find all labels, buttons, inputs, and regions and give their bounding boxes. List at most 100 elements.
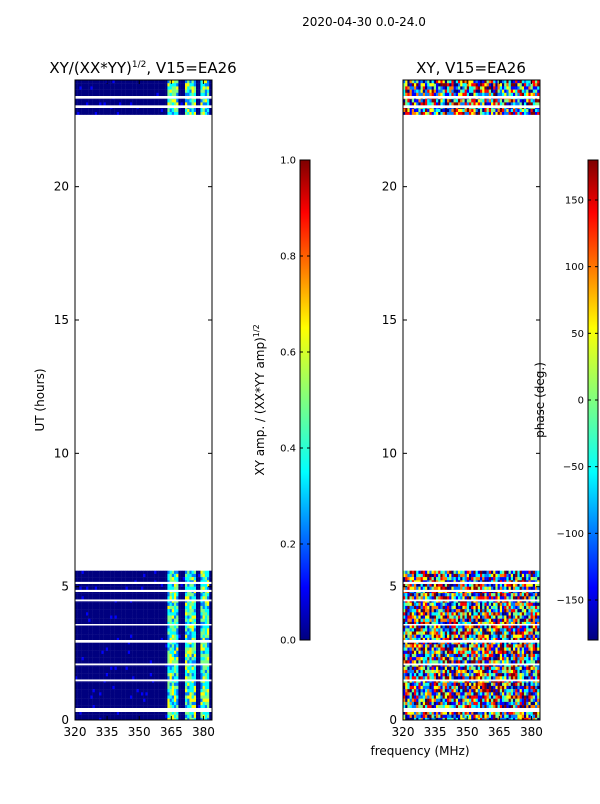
heatmap-cell: [502, 625, 504, 628]
heatmap-cell: [478, 632, 480, 635]
heatmap-cell: [504, 612, 506, 615]
heatmap-cell: [196, 99, 198, 102]
heatmap-cell: [110, 657, 112, 660]
heatmap-cell: [130, 696, 132, 699]
heatmap-cell: [174, 632, 176, 635]
heatmap-cell: [528, 593, 530, 596]
heatmap-cell: [176, 702, 178, 705]
heatmap-cell: [172, 644, 174, 647]
heatmap-cell: [82, 686, 84, 689]
heatmap-cell: [209, 660, 211, 663]
heatmap-cell: [93, 612, 95, 615]
heatmap-cell: [97, 692, 99, 695]
heatmap-cell: [418, 596, 420, 599]
heatmap-cell: [161, 616, 163, 619]
heatmap-cell: [97, 584, 99, 587]
heatmap-cell: [112, 635, 114, 638]
heatmap-cell: [156, 683, 158, 686]
heatmap-cell: [178, 606, 180, 609]
heatmap-cell: [165, 670, 167, 673]
heatmap-cell: [156, 692, 158, 695]
heatmap-cell: [456, 632, 458, 635]
heatmap-cell: [161, 593, 163, 596]
heatmap-cell: [176, 584, 178, 587]
heatmap-cell: [119, 90, 121, 93]
heatmap-cell: [189, 584, 191, 587]
heatmap-cell: [123, 593, 125, 596]
heatmap-cell: [99, 616, 101, 619]
heatmap-cell: [203, 574, 205, 577]
heatmap-cell: [537, 596, 539, 599]
heatmap-cell: [141, 676, 143, 679]
heatmap-cell: [97, 99, 99, 102]
heatmap-cell: [418, 606, 420, 609]
heatmap-cell: [200, 654, 202, 657]
heatmap-cell: [443, 609, 445, 612]
heatmap-cell: [128, 625, 130, 628]
heatmap-cell: [203, 584, 205, 587]
heatmap-cell: [484, 603, 486, 606]
heatmap-cell: [108, 644, 110, 647]
heatmap-cell: [412, 609, 414, 612]
heatmap-cell: [511, 596, 513, 599]
heatmap-cell: [176, 644, 178, 647]
heatmap-cell: [174, 715, 176, 718]
heatmap-cell: [156, 625, 158, 628]
heatmap-cell: [104, 651, 106, 654]
heatmap-cell: [484, 593, 486, 596]
heatmap-cell: [101, 612, 103, 615]
heatmap-cell: [416, 603, 418, 606]
heatmap-cell: [528, 616, 530, 619]
heatmap-cell: [482, 571, 484, 574]
heatmap-cell: [88, 715, 90, 718]
heatmap-cell: [82, 93, 84, 96]
heatmap-cell: [434, 571, 436, 574]
heatmap-cell: [77, 667, 79, 670]
heatmap-cell: [449, 587, 451, 590]
heatmap-cell: [143, 93, 145, 96]
heatmap-cell: [181, 715, 183, 718]
heatmap-cell: [117, 660, 119, 663]
heatmap-cell: [194, 109, 196, 112]
heatmap-cell: [132, 86, 134, 89]
heatmap-cell: [533, 587, 535, 590]
heatmap-cell: [104, 705, 106, 708]
heatmap-cell: [99, 683, 101, 686]
heatmap-cell: [458, 619, 460, 622]
heatmap-cell: [462, 577, 464, 580]
heatmap-cell: [198, 686, 200, 689]
heatmap-cell: [77, 699, 79, 702]
heatmap-cell: [126, 692, 128, 695]
heatmap-cell: [132, 112, 134, 115]
heatmap-cell: [181, 657, 183, 660]
heatmap-cell: [460, 625, 462, 628]
heatmap-cell: [126, 574, 128, 577]
heatmap-cell: [531, 628, 533, 631]
heatmap-cell: [139, 112, 141, 115]
heatmap-cell: [134, 670, 136, 673]
heatmap-cell: [93, 603, 95, 606]
heatmap-cell: [198, 676, 200, 679]
heatmap-cell: [187, 606, 189, 609]
heatmap-cell: [104, 712, 106, 715]
heatmap-cell: [159, 587, 161, 590]
heatmap-cell: [528, 609, 530, 612]
heatmap-cell: [205, 635, 207, 638]
heatmap-cell: [465, 612, 467, 615]
heatmap-cell: [484, 596, 486, 599]
heatmap-cell: [163, 660, 165, 663]
heatmap-cell: [185, 705, 187, 708]
heatmap-cell: [495, 577, 497, 580]
heatmap-cell: [119, 660, 121, 663]
heatmap-cell: [117, 93, 119, 96]
heatmap-cell: [423, 596, 425, 599]
heatmap-cell: [445, 593, 447, 596]
heatmap-cell: [189, 689, 191, 692]
heatmap-cell: [203, 657, 205, 660]
heatmap-cell: [447, 587, 449, 590]
heatmap-cell: [418, 587, 420, 590]
heatmap-cell: [187, 699, 189, 702]
heatmap-cell: [526, 584, 528, 587]
heatmap-cell: [112, 644, 114, 647]
heatmap-cell: [170, 625, 172, 628]
